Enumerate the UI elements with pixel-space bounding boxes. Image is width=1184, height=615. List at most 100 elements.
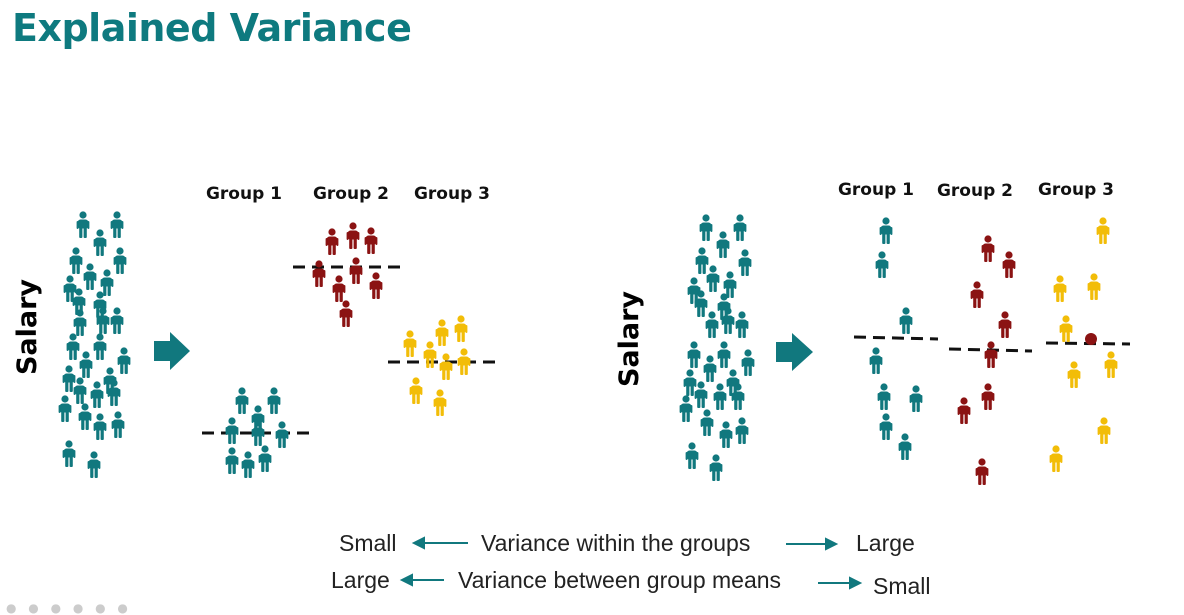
person-icon [695,247,709,274]
person-icon [705,311,719,338]
person-icon [58,395,72,422]
person-icon [898,433,912,460]
person-icon [679,395,693,422]
person-icon [899,307,913,334]
person-icon [1049,445,1063,472]
person-icon [879,413,893,440]
slide-progress-dots: ● ● ● ● ● ● [6,601,132,615]
person-icon [716,231,730,258]
person-icon [258,445,272,472]
right-group-1-mean-line [853,335,939,341]
person-icon [339,300,353,327]
person-icon [66,333,80,360]
left-group-3-label: Group 3 [414,184,490,204]
person-icon [683,369,697,396]
right-group-2-label: Group 2 [937,181,1013,201]
person-icon [78,403,92,430]
person-icon [699,214,713,241]
person-icon [1104,351,1118,378]
person-icon [364,227,378,254]
person-icon [87,451,101,478]
right-group-1-label: Group 1 [838,180,914,200]
person-icon [267,387,281,414]
person-icon [694,381,708,408]
left-axis-label: Salary [12,279,43,375]
person-icon [312,260,326,287]
person-icon [981,383,995,410]
person-icon [998,311,1012,338]
person-icon [409,377,423,404]
person-icon [349,257,363,284]
person-icon [706,265,720,292]
person-icon [713,383,727,410]
person-icon [735,417,749,444]
person-icon [687,341,701,368]
person-icon [93,333,107,360]
person-icon [703,355,717,382]
person-icon [685,442,699,469]
within-middle-label: Variance within the groups [481,530,751,556]
within-left-label: Small [339,530,397,556]
person-icon [62,440,76,467]
person-icon [62,365,76,392]
right-axis-label: Salary [614,291,645,387]
cursor-indicator [1085,333,1097,345]
person-icon [733,214,747,241]
between-middle-label: Variance between group means [458,567,782,593]
page-title: Explained Variance [12,6,412,50]
person-icon [1087,273,1101,300]
person-icon [435,319,449,346]
person-icon [117,347,131,374]
person-icon [735,311,749,338]
left-group-2-label: Group 2 [313,184,389,204]
person-icon [100,269,114,296]
person-icon [79,351,93,378]
person-icon [875,251,889,278]
person-icon [235,387,249,414]
person-icon [69,247,83,274]
person-icon [709,454,723,481]
person-icon [879,217,893,244]
between-right-label: Small [873,573,931,599]
person-icon [83,263,97,290]
person-icon [332,275,346,302]
person-icon [738,249,752,276]
person-icon [346,222,360,249]
person-icon [113,247,127,274]
person-icon [111,411,125,438]
person-icon [741,349,755,376]
person-icon [975,458,989,485]
person-icon [1053,275,1067,302]
person-icon [984,341,998,368]
person-icon [76,211,90,238]
person-icon [454,315,468,342]
person-icon [93,413,107,440]
person-icon [110,211,124,238]
person-icon [110,307,124,334]
right-arrow-icon [776,333,813,371]
person-icon [721,307,735,334]
within-right-label: Large [856,530,915,556]
between-left-label: Large [331,567,390,593]
person-icon [1096,217,1110,244]
person-icon [225,417,239,444]
person-icon [719,421,733,448]
person-icon [275,421,289,448]
right-group-3-label: Group 3 [1038,180,1114,200]
left-group-1-label: Group 1 [206,184,282,204]
person-icon [970,281,984,308]
person-icon [717,341,731,368]
person-icon [981,235,995,262]
person-icon [1097,417,1111,444]
person-icon [241,451,255,478]
person-icon [909,385,923,412]
person-icon [877,383,891,410]
person-icon [439,353,453,380]
person-icon [325,228,339,255]
person-icon [90,381,104,408]
person-icon [423,341,437,368]
person-icon [700,409,714,436]
person-icon [369,272,383,299]
person-icon [1067,361,1081,388]
